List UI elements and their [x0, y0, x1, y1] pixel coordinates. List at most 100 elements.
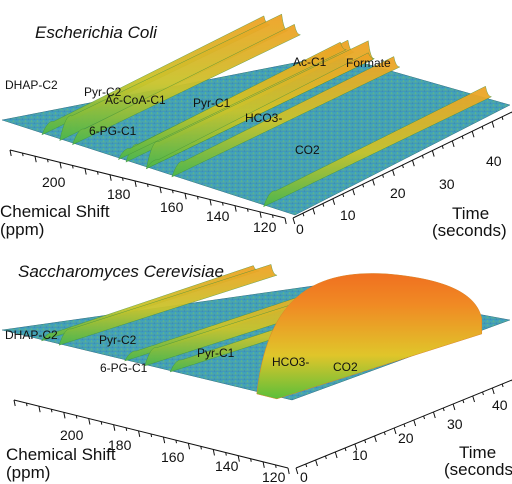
axis-label: (ppm) — [0, 220, 44, 239]
axis-tick — [184, 193, 187, 200]
tick-label: 30 — [447, 416, 463, 432]
axis-tick — [234, 205, 237, 212]
axis-tick — [334, 451, 338, 459]
peak-ridge — [171, 56, 400, 178]
peak-label: Pyr-C1 — [197, 346, 235, 360]
axis-tick — [292, 217, 296, 225]
axis-tick — [491, 387, 495, 395]
axis-tick — [212, 449, 215, 456]
axis-tick — [72, 165, 74, 169]
axis-tick — [122, 177, 124, 181]
axis-tick — [382, 174, 384, 178]
axis-tick — [324, 455, 327, 460]
tick-label: 160 — [161, 449, 185, 465]
tick-label: 200 — [42, 174, 66, 190]
time-axis: 0 10 20 30 40 Time (seconds) — [292, 111, 512, 240]
axis-tick — [442, 407, 445, 412]
axis-tick — [162, 436, 166, 444]
chemical-shift-axis: 200 180 160 140 120 Chemical Shift (ppm) — [6, 399, 290, 484]
tick-label: 200 — [60, 427, 84, 443]
axis-tick — [84, 168, 87, 175]
time-axis: 0 10 20 30 40 Time (seconds) — [295, 379, 512, 484]
tick-label: 0 — [300, 469, 308, 484]
peak-labels: DHAP-C2 Pyr-C2 6-PG-C1 Pyr-C1 HCO3- CO2 — [5, 328, 358, 375]
peak-label: DHAP-C2 — [5, 328, 58, 342]
axis-tick — [372, 179, 375, 186]
axis-tick — [461, 135, 464, 140]
axis-tick — [392, 169, 395, 176]
axis-tick — [322, 203, 325, 207]
axis-tick — [225, 452, 227, 456]
axis-tick — [342, 193, 345, 198]
peak-label: Ac-CoA-C1 — [105, 93, 166, 107]
axis-tick — [472, 395, 476, 403]
panel-scerevisiae: Saccharomyces Cerevisiae DHAP-C2 Pyr-C2 … — [1, 262, 512, 484]
axis-tick — [259, 211, 262, 218]
peak-label: Pyr-C2 — [99, 333, 137, 347]
axis-tick — [187, 443, 191, 450]
axis-tick — [34, 156, 37, 163]
axis-tick — [147, 183, 149, 188]
axis-tick — [305, 463, 308, 468]
axis-label: Time — [459, 443, 496, 462]
axis-tick — [172, 190, 174, 194]
axis-tick — [272, 214, 274, 219]
axis-tick — [237, 455, 240, 462]
axis-tick — [423, 415, 426, 420]
axis-tick — [100, 421, 103, 425]
axis-tick — [88, 418, 91, 425]
panel-title: Escherichia Coli — [35, 23, 158, 42]
peak-label: HCO3- — [245, 111, 282, 125]
axis-tick — [364, 439, 367, 444]
axis-tick — [25, 402, 28, 407]
axis-tick — [451, 140, 455, 148]
tick-label: 160 — [160, 199, 184, 215]
axis-label: Time — [452, 204, 489, 223]
peak-label: HCO3- — [272, 355, 309, 369]
axis-tick — [275, 464, 277, 469]
axis-tick — [125, 427, 128, 431]
axis-tick — [22, 152, 24, 157]
peak-labels: DHAP-C2 Pyr-C2 Ac-CoA-C1 6-PG-C1 Pyr-C1 … — [5, 55, 391, 157]
axis-tick — [393, 427, 397, 435]
axis-tick — [13, 399, 16, 407]
axis-tick — [481, 126, 484, 130]
peak-label: CO2 — [295, 143, 320, 157]
tick-label: 20 — [390, 185, 406, 201]
axis-tick — [374, 435, 377, 443]
axis-tick — [471, 131, 475, 138]
axis-tick — [332, 198, 336, 205]
tick-label: 40 — [492, 397, 508, 413]
ridge-layer — [41, 13, 492, 208]
axis-tick — [113, 424, 116, 431]
axis-tick — [209, 199, 212, 206]
axis-tick — [75, 415, 78, 419]
axis-tick — [501, 116, 504, 120]
axis-tick — [50, 409, 53, 413]
axis-tick — [287, 467, 290, 475]
axis-tick — [197, 196, 199, 200]
peak-ridge — [58, 264, 278, 346]
axis-tick — [501, 383, 504, 388]
peak-ridge — [117, 41, 347, 161]
tick-label: 10 — [340, 207, 356, 223]
peak-ridge — [256, 273, 483, 400]
axis-tick — [109, 174, 112, 181]
panel-title: Saccharomyces Cerevisiae — [18, 262, 224, 281]
axis-tick — [9, 149, 12, 157]
tick-label: 120 — [262, 469, 286, 484]
tick-label: 120 — [253, 219, 277, 235]
axis-tick — [421, 155, 424, 159]
axis-label: Chemical Shift — [6, 445, 116, 464]
axis-tick — [315, 459, 318, 467]
chemical-shift-axis: 200 180 160 140 120 Chemical Shift (ppm) — [0, 149, 287, 239]
axis-tick — [312, 208, 316, 215]
ridge-layer — [40, 264, 483, 400]
peak-label: Pyr-C1 — [193, 96, 231, 110]
axis-tick — [413, 419, 417, 427]
peak-ridge — [263, 85, 492, 208]
tick-label: 140 — [215, 458, 239, 474]
peak-label: DHAP-C2 — [5, 78, 58, 92]
axis-tick — [383, 431, 386, 436]
axis-label: (seconds) — [444, 460, 512, 479]
